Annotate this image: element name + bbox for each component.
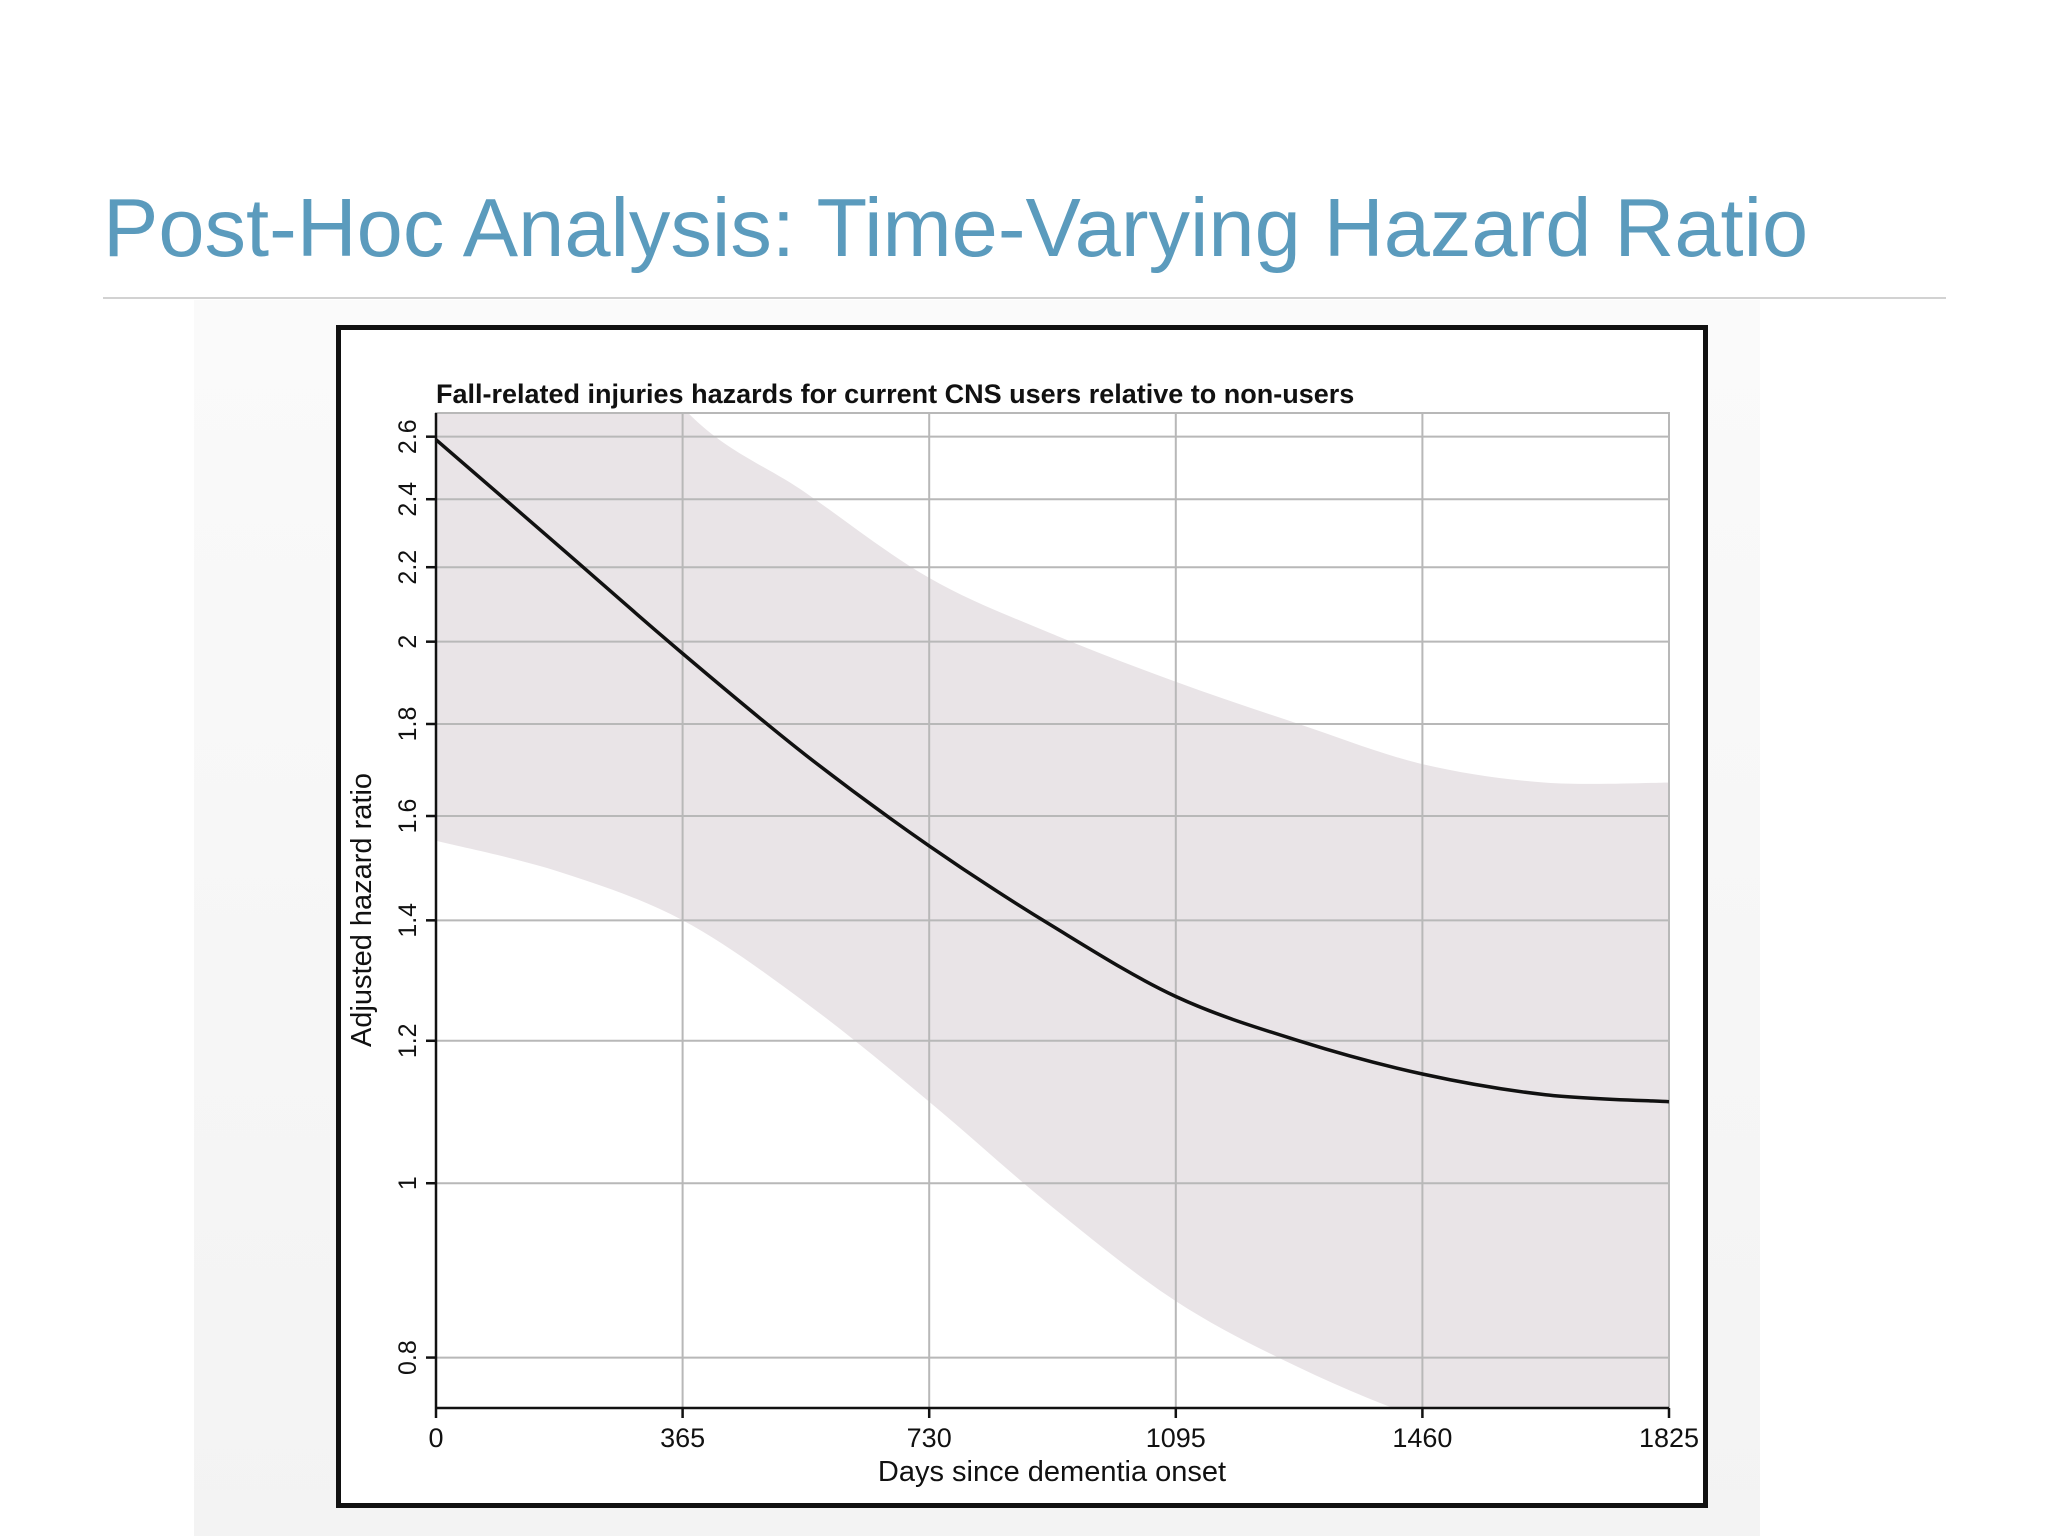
x-tick-label: 0 xyxy=(428,1423,443,1453)
y-axis-label: Adjusted hazard ratio xyxy=(346,773,378,1047)
chart-title: Fall-related injuries hazards for curren… xyxy=(436,379,1354,409)
y-tick-label: 2.4 xyxy=(394,482,422,517)
x-tick-label: 1460 xyxy=(1392,1423,1452,1453)
y-tick-label: 2.6 xyxy=(394,419,422,454)
y-tick-label: 1.6 xyxy=(394,799,422,834)
chart-frame: 0 365 730 1095 1460 1825 0.8 1 1.2 1.4 1.6 1.8 2 2.2 2… xyxy=(336,325,1708,1508)
x-tick-label: 365 xyxy=(660,1423,705,1453)
confidence-band xyxy=(436,413,1669,1408)
y-tick-label: 2 xyxy=(394,635,422,649)
title-divider xyxy=(103,297,1946,299)
y-tick-label: 1 xyxy=(394,1176,422,1190)
y-tick-label: 2.2 xyxy=(394,550,422,585)
y-tick-label: 0.8 xyxy=(394,1340,422,1375)
y-tick-label: 1.4 xyxy=(394,903,422,938)
x-tick-label: 1825 xyxy=(1639,1423,1699,1453)
x-tick-label: 1095 xyxy=(1146,1423,1206,1453)
slide-title: Post-Hoc Analysis: Time-Varying Hazard R… xyxy=(103,181,1809,274)
y-tick-label: 1.8 xyxy=(394,707,422,742)
y-tick-label: 1.2 xyxy=(394,1023,422,1058)
hazard-ratio-chart: 0 365 730 1095 1460 1825 0.8 1 1.2 1.4 1.6 1.8 2 2.2 2… xyxy=(346,379,1699,1488)
x-axis-label: Days since dementia onset xyxy=(878,1456,1226,1488)
x-tick-label: 730 xyxy=(907,1423,952,1453)
hazard-ratio-line xyxy=(436,438,1669,1104)
